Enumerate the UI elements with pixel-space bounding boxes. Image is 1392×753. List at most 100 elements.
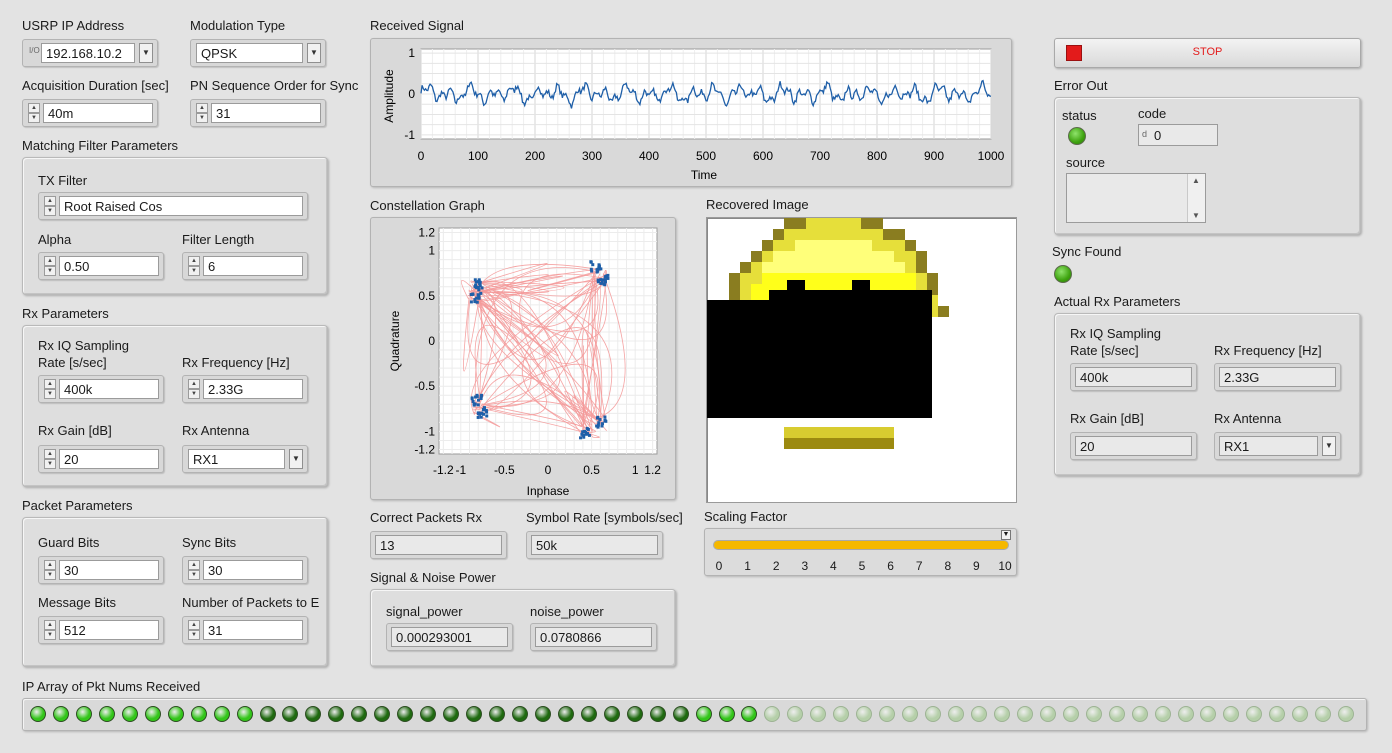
image-pixel [916, 273, 927, 284]
constellation-point [587, 433, 591, 437]
actual-rate-label-1: Rx IQ Sampling [1070, 326, 1162, 341]
image-pixel [850, 438, 861, 449]
modulation-dropdown-icon[interactable]: ▼ [307, 43, 321, 63]
packet-led [1292, 706, 1309, 722]
message-bits-spinner[interactable]: ▲ ▼ [44, 620, 56, 640]
packet-led [144, 706, 161, 722]
rx-freq-control[interactable]: ▲ ▼ 2.33G [182, 375, 308, 403]
image-pixel [894, 240, 905, 251]
constellation-point [474, 280, 478, 284]
rx-freq-spinner[interactable]: ▲ ▼ [188, 379, 200, 399]
constellation-point [596, 269, 600, 273]
actual-rx-title: Actual Rx Parameters [1054, 294, 1181, 309]
num-packets-control[interactable]: ▲ ▼ 31 [182, 616, 308, 644]
usrp-ip-control[interactable]: I/O 192.168.10.2 ▼ [22, 39, 158, 67]
packet-led [443, 706, 460, 722]
message-bits-field[interactable]: 512 [59, 620, 159, 640]
image-pixel [784, 251, 795, 262]
guard-bits-spinner[interactable]: ▲ ▼ [44, 560, 56, 580]
constellation-point [482, 406, 486, 410]
rx-gain-control[interactable]: ▲ ▼ 20 [38, 445, 164, 473]
constellation-trace [468, 291, 601, 430]
filter-length-spinner[interactable]: ▲ ▼ [188, 256, 200, 276]
usrp-ip-field[interactable]: 192.168.10.2 [41, 43, 135, 63]
rx-rate-field[interactable]: 400k [59, 379, 159, 399]
acq-duration-field[interactable]: 40m [43, 103, 153, 123]
constellation-y-tick: 0.5 [418, 289, 435, 303]
sync-bits-control[interactable]: ▲ ▼ 30 [182, 556, 308, 584]
pn-order-control[interactable]: ▲ ▼ 31 [190, 99, 326, 127]
usrp-ip-dropdown-icon[interactable]: ▼ [139, 43, 153, 63]
constellation-graph[interactable]: -1.2 -1 -0.5 0 0.5 1 1.2 1.2 1 0.5 0 -0.5 -1 -1.2 In… [370, 217, 676, 500]
constellation-point [476, 403, 480, 407]
constellation-point [470, 396, 474, 400]
image-pixel [817, 229, 828, 240]
pn-order-spinner[interactable]: ▲ ▼ [196, 103, 208, 123]
rx-antenna-dropdown-icon[interactable]: ▼ [289, 449, 303, 469]
pn-order-field[interactable]: 31 [211, 103, 321, 123]
filter-length-field[interactable]: 6 [203, 256, 303, 276]
sync-bits-field[interactable]: 30 [203, 560, 303, 580]
constellation-point [580, 432, 584, 436]
received-signal-graph[interactable]: 0 100 200 300 400 500 600 700 800 900 1000 1 0 -1 Ti… [370, 38, 1012, 187]
rx-freq-field[interactable]: 2.33G [203, 379, 303, 399]
constellation-point [596, 415, 600, 419]
scroll-up-icon[interactable]: ▲ [1192, 176, 1200, 185]
scaling-factor-thumb[interactable]: ▼ [1001, 530, 1011, 540]
num-packets-spinner[interactable]: ▲ ▼ [188, 620, 200, 640]
symbol-rate-label: Symbol Rate [symbols/sec] [526, 510, 683, 525]
image-pixel [784, 262, 795, 273]
error-out-title: Error Out [1054, 78, 1108, 93]
scaling-factor-tick: 4 [830, 559, 837, 573]
actual-antenna-label: Rx Antenna [1214, 411, 1282, 426]
image-pixel [795, 218, 806, 229]
image-pixel [861, 229, 872, 240]
acq-duration-spinner[interactable]: ▲ ▼ [28, 103, 40, 123]
rx-rate-control[interactable]: ▲ ▼ 400k [38, 375, 164, 403]
constellation-point [472, 402, 476, 406]
image-pixel [817, 262, 828, 273]
modulation-value[interactable]: QPSK [196, 43, 303, 63]
scaling-factor-track[interactable] [713, 540, 1009, 550]
rx-antenna-ring[interactable]: RX1 ▼ [182, 445, 308, 473]
received-signal-x-tick: 200 [525, 149, 545, 163]
constellation-point [583, 429, 587, 433]
modulation-ring[interactable]: QPSK ▼ [190, 39, 326, 67]
constellation-point [477, 288, 481, 292]
source-scrollbar[interactable]: ▲ ▼ [1187, 174, 1205, 222]
tx-filter-spinner[interactable]: ▲ ▼ [44, 196, 56, 216]
alpha-spinner[interactable]: ▲ ▼ [44, 256, 56, 276]
constellation-point [582, 435, 586, 439]
acq-duration-control[interactable]: ▲ ▼ 40m [22, 99, 158, 127]
scroll-down-icon[interactable]: ▼ [1192, 211, 1200, 220]
correct-packets-value: 13 [375, 535, 502, 555]
rx-gain-field[interactable]: 20 [59, 449, 159, 469]
constellation-point [601, 422, 605, 426]
constellation-point [475, 300, 479, 304]
rx-antenna-value[interactable]: RX1 [188, 449, 285, 469]
matching-filter-title: Matching Filter Parameters [22, 138, 179, 153]
image-pixel [839, 284, 850, 295]
tx-filter-value[interactable]: Root Raised Cos [59, 196, 303, 216]
scaling-factor-slider[interactable]: ▼ 0 1 2 3 4 5 6 7 8 9 10 [704, 528, 1017, 576]
alpha-control[interactable]: ▲ ▼ 0.50 [38, 252, 164, 280]
guard-bits-control[interactable]: ▲ ▼ 30 [38, 556, 164, 584]
rx-gain-spinner[interactable]: ▲ ▼ [44, 449, 56, 469]
packet-led [718, 706, 735, 722]
filter-length-control[interactable]: ▲ ▼ 6 [182, 252, 308, 280]
image-pixel [850, 240, 861, 251]
image-pixel [927, 284, 938, 295]
alpha-field[interactable]: 0.50 [59, 256, 159, 276]
num-packets-field[interactable]: 31 [203, 620, 303, 640]
constellation-point [603, 415, 607, 419]
rx-rate-spinner[interactable]: ▲ ▼ [44, 379, 56, 399]
received-signal-x-tick: 0 [418, 149, 425, 163]
received-signal-x-tick: 900 [924, 149, 944, 163]
constellation-point [473, 285, 477, 289]
stop-button[interactable]: STOP [1054, 38, 1361, 68]
guard-bits-field[interactable]: 30 [59, 560, 159, 580]
message-bits-control[interactable]: ▲ ▼ 512 [38, 616, 164, 644]
tx-filter-ring[interactable]: ▲ ▼ Root Raised Cos [38, 192, 308, 220]
scaling-factor-tick: 7 [915, 559, 923, 573]
sync-bits-spinner[interactable]: ▲ ▼ [188, 560, 200, 580]
